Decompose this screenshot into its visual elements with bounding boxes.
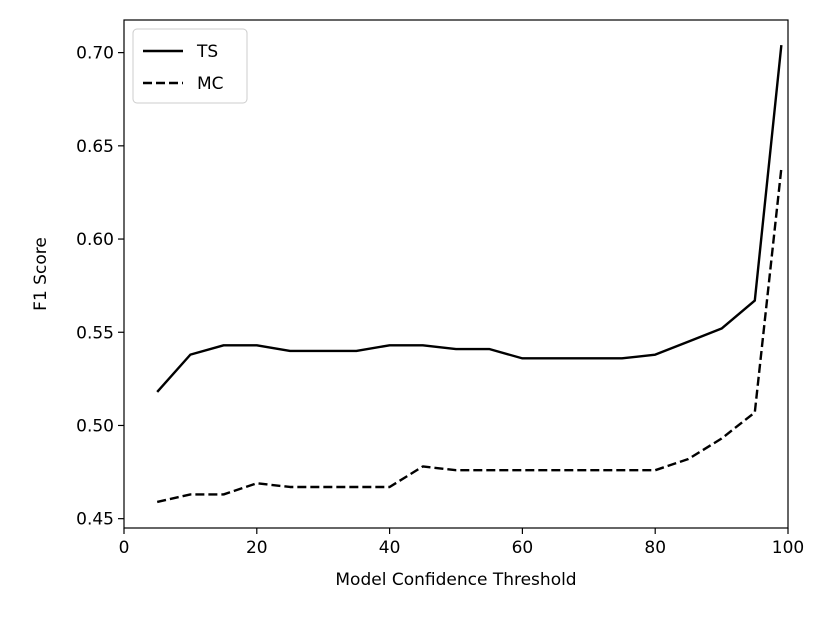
y-tick-label: 0.55: [76, 323, 114, 343]
x-axis-ticks: 0 20 40 60 80 100: [119, 528, 804, 558]
x-tick-label: 60: [512, 538, 534, 558]
series-line-ts: [156, 45, 783, 393]
x-tick-label: 20: [246, 538, 268, 558]
legend: TS MC: [132, 28, 248, 104]
x-tick-label: 40: [379, 538, 401, 558]
plot-area: [123, 19, 789, 529]
series-line-mc: [156, 168, 783, 504]
series-layer: [156, 45, 783, 504]
y-tick-label: 0.50: [76, 416, 114, 436]
y-tick-label: 0.65: [76, 137, 114, 157]
legend-label-ts: TS: [196, 42, 218, 62]
legend-box: [132, 28, 248, 104]
y-tick-label: 0.60: [76, 230, 114, 250]
x-tick-label: 100: [772, 538, 804, 558]
y-axis-label: F1 Score: [31, 237, 51, 311]
x-axis-label: Model Confidence Threshold: [335, 570, 576, 590]
x-tick-label: 80: [644, 538, 666, 558]
y-axis-ticks: 0.45 0.50 0.55 0.60 0.65 0.70: [76, 44, 124, 530]
y-tick-label: 0.45: [76, 510, 114, 530]
x-tick-label: 0: [119, 538, 130, 558]
y-tick-label: 0.70: [76, 44, 114, 64]
plot-frame: [123, 19, 789, 529]
legend-label-mc: MC: [197, 74, 224, 94]
